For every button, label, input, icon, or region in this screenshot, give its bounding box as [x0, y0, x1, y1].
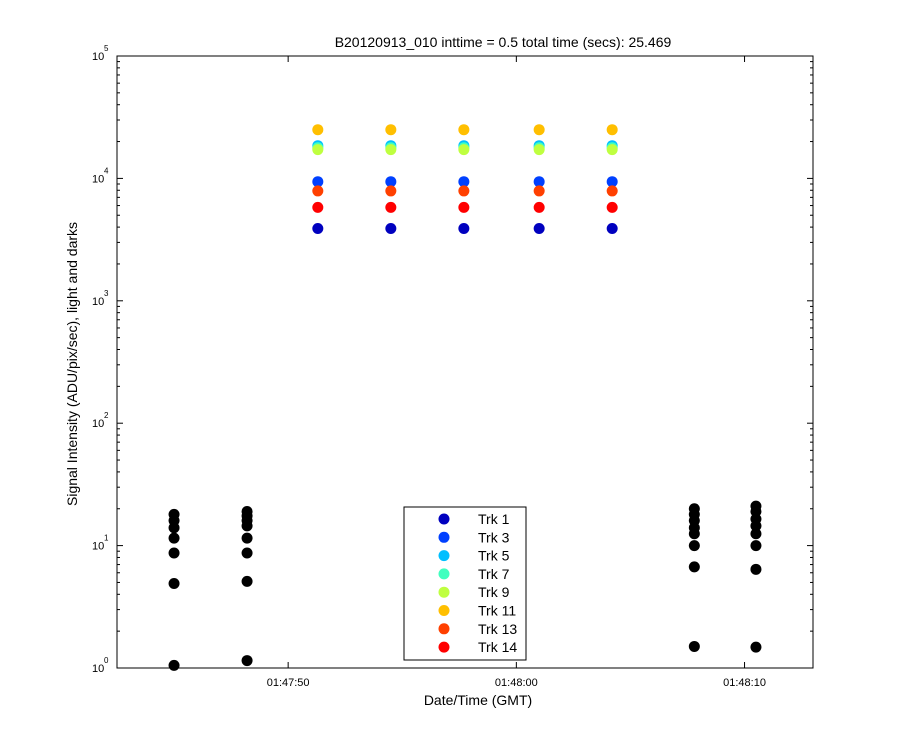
- x-axis: 01:47:50 01:48:00 01:48:10: [267, 56, 766, 689]
- dark-data-point: [168, 522, 180, 534]
- legend-marker: [438, 605, 450, 616]
- y-tick-label: 102: [92, 411, 109, 430]
- y-tick-exponent: 0: [104, 656, 109, 665]
- dark-data-point: [750, 641, 762, 653]
- data-point: [312, 144, 324, 156]
- dark-data-point: [750, 540, 762, 552]
- dark-data-point: [241, 520, 253, 532]
- data-point: [385, 222, 397, 234]
- dark-data-point: [688, 640, 700, 652]
- dark-data-point: [688, 561, 700, 573]
- x-tick-label: 01:47:50: [267, 677, 310, 689]
- legend-marker: [438, 513, 450, 525]
- data-point: [533, 176, 545, 188]
- data-point: [458, 201, 470, 213]
- data-point: [312, 222, 324, 234]
- data-points: [168, 124, 762, 671]
- data-point: [385, 124, 397, 136]
- dark-data-point: [241, 655, 253, 667]
- dark-data-point: [241, 575, 253, 587]
- data-point: [606, 185, 618, 197]
- data-point: [606, 222, 618, 234]
- data-point: [533, 124, 545, 136]
- legend: Trk 1 Trk 3 Trk 5 Trk 7 Trk 9 Trk 11 Trk 13 Trk…: [403, 506, 527, 661]
- y-tick-exponent: 1: [104, 534, 109, 543]
- legend-label: Trk 3: [478, 529, 510, 545]
- data-point: [606, 124, 618, 136]
- data-point: [312, 176, 324, 188]
- legend-label: Trk 7: [478, 566, 510, 582]
- legend-label: Trk 14: [478, 639, 517, 655]
- dark-data-point: [168, 532, 180, 544]
- legend-label: Trk 5: [478, 548, 510, 564]
- data-point: [458, 222, 470, 234]
- legend-marker: [438, 531, 450, 543]
- data-point: [606, 144, 618, 156]
- dark-data-point: [688, 528, 700, 540]
- data-point: [533, 222, 545, 234]
- data-point: [458, 144, 470, 156]
- dark-data-point: [750, 563, 762, 575]
- data-point: [385, 144, 397, 156]
- y-tick-exponent: 4: [104, 166, 109, 175]
- data-point: [385, 176, 397, 188]
- data-point: [458, 176, 470, 188]
- y-axis-label: Signal Intensity (ADU/pix/sec), light an…: [64, 222, 80, 506]
- x-tick-label: 01:48:10: [723, 677, 766, 689]
- data-point: [533, 144, 545, 156]
- data-point: [312, 185, 324, 197]
- data-point: [312, 124, 324, 136]
- dark-data-point: [750, 520, 762, 532]
- legend-marker: [438, 623, 450, 635]
- dark-data-point: [241, 547, 253, 559]
- y-tick-base: 10: [92, 418, 104, 430]
- legend-label: Trk 11: [478, 603, 516, 619]
- y-tick-label: 104: [92, 166, 109, 185]
- data-point: [606, 201, 618, 213]
- data-point: [533, 201, 545, 213]
- legend-marker: [438, 641, 450, 653]
- legend-label: Trk 13: [478, 621, 517, 637]
- y-tick-label: 103: [92, 289, 109, 308]
- y-tick-base: 10: [92, 541, 104, 553]
- data-point: [533, 185, 545, 197]
- dark-data-point: [168, 659, 180, 671]
- data-point: [385, 201, 397, 213]
- y-tick-base: 10: [92, 663, 104, 675]
- legend-label: Trk 9: [478, 584, 510, 600]
- dark-data-point: [750, 528, 762, 540]
- legend-box: [403, 506, 527, 661]
- data-point: [458, 185, 470, 197]
- dark-data-point: [168, 578, 180, 590]
- data-point: [312, 201, 324, 213]
- dark-data-point: [168, 547, 180, 559]
- legend-marker: [438, 568, 450, 580]
- data-point: [385, 185, 397, 197]
- dark-data-point: [688, 540, 700, 552]
- y-tick-label: 105: [92, 44, 109, 63]
- y-tick-exponent: 2: [104, 411, 109, 420]
- y-tick-base: 10: [92, 296, 104, 308]
- legend-marker: [438, 586, 450, 598]
- chart-title: B20120913_010 inttime = 0.5 total time (…: [335, 34, 672, 50]
- y-tick-base: 10: [92, 173, 104, 185]
- legend-label: Trk 1: [478, 511, 510, 527]
- y-tick-label: 101: [92, 534, 109, 553]
- y-tick-label: 100: [92, 656, 109, 675]
- y-tick-base: 10: [92, 51, 104, 63]
- data-point: [458, 124, 470, 136]
- y-tick-exponent: 3: [104, 289, 109, 298]
- x-tick-label: 01:48:00: [495, 677, 538, 689]
- dark-data-point: [241, 532, 253, 544]
- data-point: [606, 176, 618, 188]
- legend-marker: [438, 550, 450, 562]
- x-axis-label: Date/Time (GMT): [424, 692, 532, 708]
- y-tick-exponent: 5: [104, 44, 109, 53]
